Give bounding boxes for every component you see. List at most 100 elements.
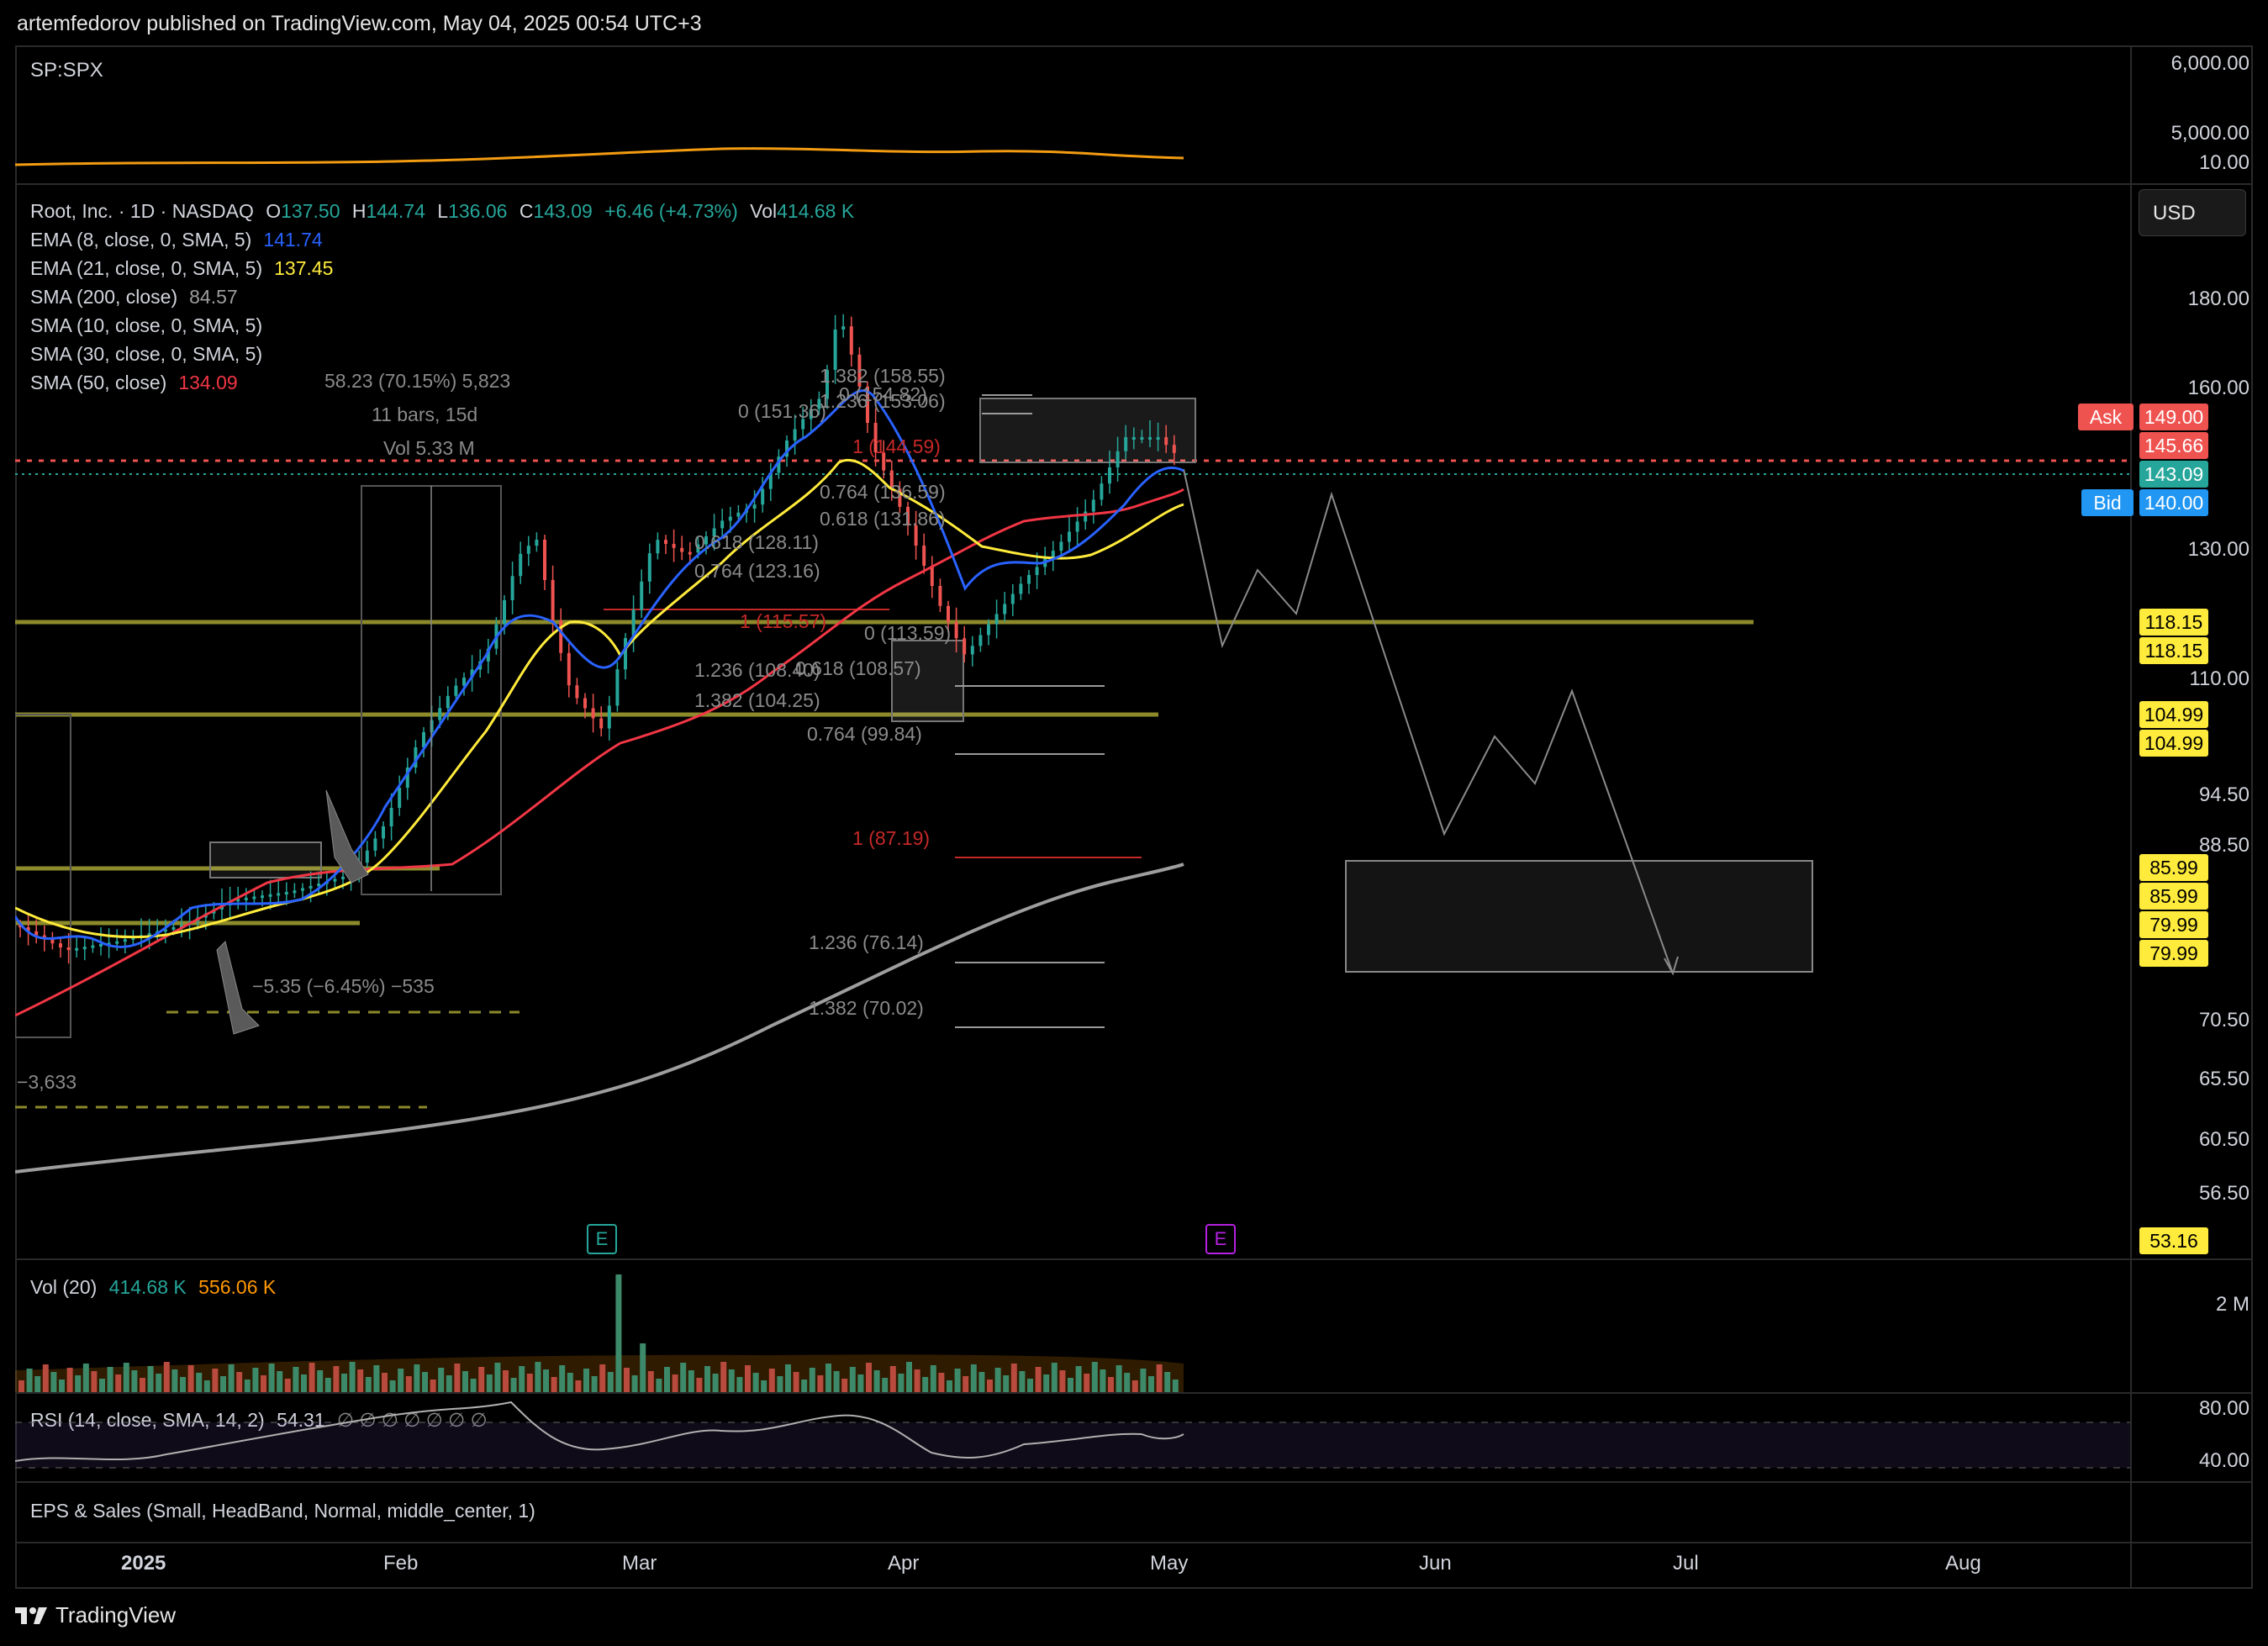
fib-label: 0.764 (123.16) bbox=[694, 560, 820, 582]
volume-bar bbox=[1100, 1369, 1106, 1392]
candle-body bbox=[1003, 604, 1007, 615]
volume-bar bbox=[1035, 1367, 1042, 1392]
volume-bar bbox=[607, 1372, 614, 1392]
volume-bar bbox=[712, 1374, 719, 1392]
fib-label: 0 (151.36) bbox=[738, 400, 826, 422]
candle-body bbox=[462, 678, 466, 686]
volume-bar bbox=[526, 1374, 533, 1392]
volume-bar bbox=[857, 1374, 864, 1392]
volume-bar bbox=[1124, 1373, 1131, 1392]
candle-body bbox=[244, 897, 248, 900]
volume-bar bbox=[156, 1374, 162, 1392]
symbol-title: Root, Inc. · 1D · NASDAQ bbox=[30, 200, 254, 222]
volume-bar bbox=[768, 1369, 775, 1392]
indicator-row[interactable]: SMA (50, close) 134.09 bbox=[30, 372, 238, 394]
eps-legend[interactable]: EPS & Sales (Small, HeadBand, Normal, mi… bbox=[30, 1500, 535, 1522]
volume-bar bbox=[373, 1365, 380, 1392]
candle-body bbox=[268, 894, 272, 897]
indicator-row[interactable]: SMA (200, close) 84.57 bbox=[30, 286, 238, 309]
indicator-name: SMA (10, close, 0, SMA, 5) bbox=[30, 314, 263, 336]
spx-symbol[interactable]: SP:SPX bbox=[30, 59, 103, 82]
spx-axis-10: 10.00 bbox=[2198, 151, 2250, 174]
rsi-chart bbox=[15, 1401, 2130, 1469]
volume-bar bbox=[947, 1380, 952, 1392]
volume-bar bbox=[1140, 1369, 1147, 1392]
indicator-row[interactable]: SMA (30, close, 0, SMA, 5) bbox=[30, 343, 262, 366]
fib-label: 1 (144.59) bbox=[852, 435, 941, 457]
volume-bar bbox=[26, 1369, 33, 1392]
candle-body bbox=[1156, 437, 1160, 440]
volume-bar bbox=[922, 1377, 929, 1392]
fib-label: 1.382 (70.02) bbox=[809, 997, 924, 1019]
volume-bar bbox=[745, 1365, 751, 1392]
volume-bar bbox=[389, 1380, 396, 1392]
volume-bar bbox=[438, 1368, 445, 1392]
pane-divider-eps bbox=[15, 1481, 2253, 1483]
candle-body bbox=[841, 326, 846, 330]
indicator-row[interactable]: EMA (8, close, 0, SMA, 5) 141.74 bbox=[30, 229, 323, 251]
candle-body bbox=[59, 943, 62, 947]
tradingview-logo[interactable]: TradingView bbox=[15, 1602, 176, 1628]
time-axis-label: Jul bbox=[1673, 1552, 1699, 1575]
price-axis-label: 110.00 bbox=[2189, 667, 2250, 690]
volume-bar bbox=[252, 1368, 259, 1392]
candle-body bbox=[954, 622, 958, 639]
pane-divider-eps-bottom bbox=[15, 1542, 2253, 1543]
earnings-marker-icon[interactable]: E bbox=[587, 1224, 617, 1254]
volume-bar bbox=[761, 1380, 767, 1392]
volume-bar bbox=[494, 1363, 501, 1392]
volume-bar bbox=[66, 1368, 73, 1392]
candle-body bbox=[785, 441, 789, 457]
volume-bar bbox=[140, 1378, 145, 1392]
spx-line bbox=[15, 147, 1184, 166]
candle-body bbox=[752, 504, 757, 509]
volume-legend[interactable]: Vol (20) 414.68 K 556.06 K bbox=[30, 1276, 276, 1299]
volume-bar bbox=[664, 1367, 670, 1392]
indicator-name: SMA (200, close) bbox=[30, 286, 178, 308]
currency-button[interactable]: USD bbox=[2139, 189, 2246, 236]
candle-body bbox=[301, 888, 304, 891]
volume-value-1: 414.68 K bbox=[108, 1276, 187, 1298]
volume-bar bbox=[398, 1369, 404, 1392]
indicator-name: EMA (21, close, 0, SMA, 5) bbox=[30, 257, 263, 279]
candle-body bbox=[801, 419, 805, 430]
volume-bar bbox=[131, 1370, 138, 1392]
volume-bar bbox=[688, 1370, 694, 1392]
volume-bar bbox=[930, 1365, 936, 1392]
candle-body bbox=[66, 947, 71, 950]
candle-body bbox=[115, 941, 119, 944]
earnings-marker-icon[interactable]: E bbox=[1205, 1224, 1236, 1254]
tradingview-logo-icon bbox=[15, 1606, 47, 1624]
candle-body bbox=[712, 528, 716, 536]
volume-bar bbox=[357, 1369, 364, 1392]
candle-body bbox=[526, 546, 530, 554]
volume-bar bbox=[624, 1368, 630, 1392]
candle-body bbox=[963, 638, 967, 655]
candle-body bbox=[994, 614, 999, 625]
volume-bar bbox=[503, 1370, 509, 1392]
candle-body bbox=[809, 409, 813, 419]
level-tag: 85.99 bbox=[2139, 854, 2208, 881]
volume-bar bbox=[906, 1362, 912, 1392]
volume-bar bbox=[696, 1378, 703, 1392]
candle-body bbox=[398, 788, 402, 808]
main-chart[interactable] bbox=[15, 185, 2130, 1258]
volume-bar bbox=[99, 1379, 105, 1392]
candle-body bbox=[1091, 499, 1095, 512]
symbol-legend[interactable]: Root, Inc. · 1D · NASDAQ O137.50 H144.74… bbox=[30, 200, 854, 223]
time-axis-label: Feb bbox=[383, 1552, 419, 1575]
candle-body bbox=[382, 826, 385, 839]
volume-bar bbox=[543, 1369, 549, 1392]
indicator-row[interactable]: EMA (21, close, 0, SMA, 5) 137.45 bbox=[30, 257, 333, 280]
volume-bar bbox=[1091, 1362, 1098, 1392]
candle-body bbox=[873, 423, 878, 453]
measure2-line2: −3,633 bbox=[17, 1071, 76, 1093]
volume-bar bbox=[91, 1371, 98, 1392]
volume-bar bbox=[478, 1367, 485, 1392]
time-axis-label: 2025 bbox=[121, 1552, 166, 1575]
candle-body bbox=[147, 933, 151, 936]
indicator-row[interactable]: SMA (10, close, 0, SMA, 5) bbox=[30, 314, 262, 337]
close-value: 143.09 bbox=[533, 200, 593, 222]
candle-body bbox=[1059, 541, 1063, 551]
level-tag: 85.99 bbox=[2139, 883, 2208, 910]
